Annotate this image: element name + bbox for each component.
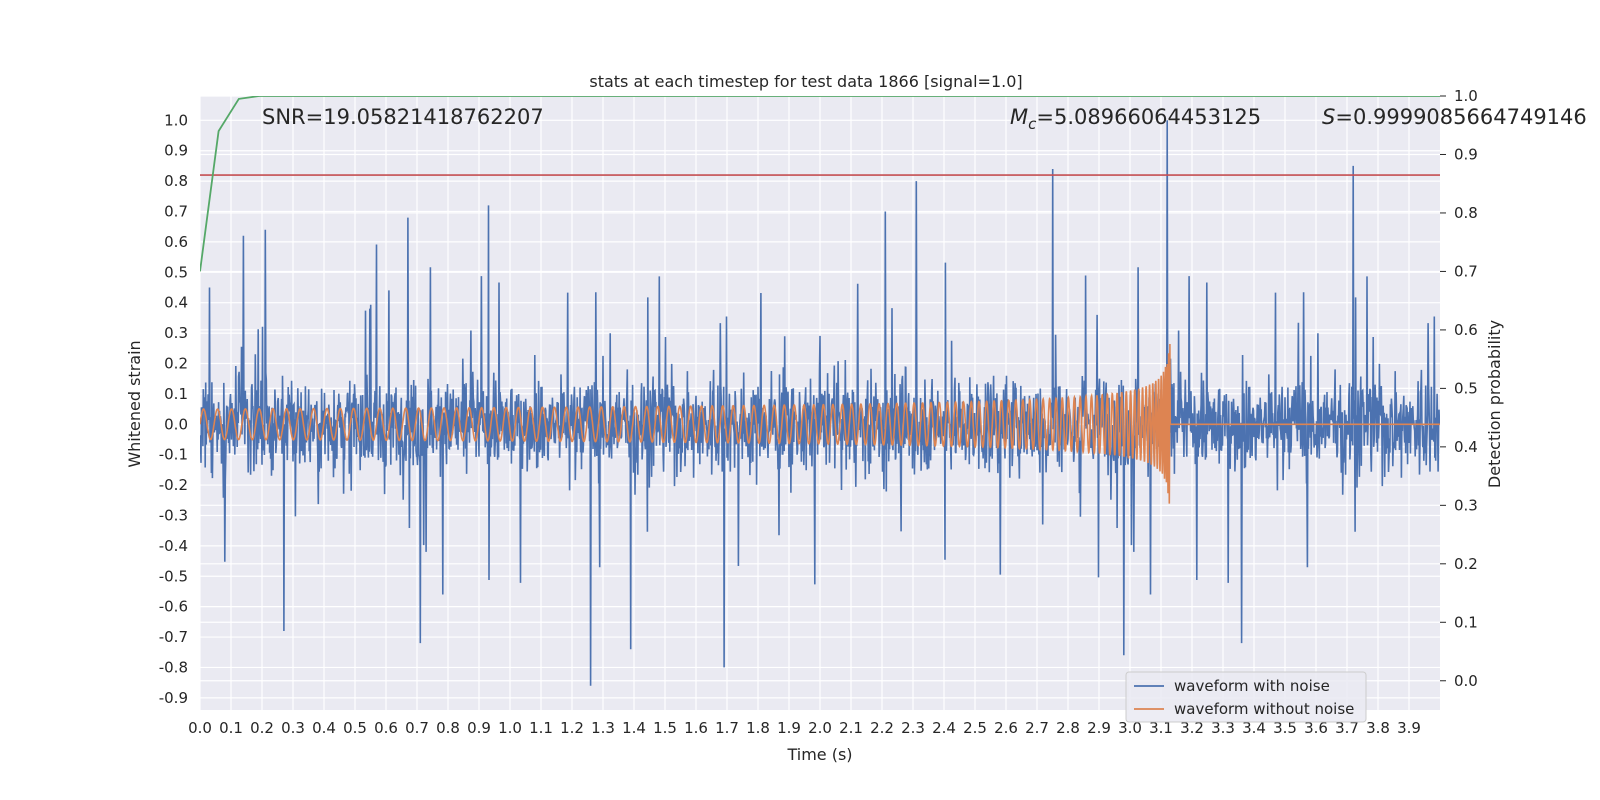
- y2-axis-label: Detection probability: [1485, 320, 1504, 488]
- y-tick-label: -0.3: [159, 506, 188, 524]
- legend-label-noise: waveform with noise: [1174, 677, 1330, 695]
- y-tick-label: 0.3: [164, 324, 188, 342]
- legend-box: [1125, 671, 1367, 723]
- x-axis-ticks: 0.0 0.1 0.2 0.3 0.4 0.5 0.6 0.7 0.8 0.9 1.0 1.1 1.2 1…: [188, 719, 1421, 737]
- y-tick-label: 0.9: [164, 142, 188, 160]
- y-tick-label: 1.0: [164, 111, 188, 129]
- legend: waveform with noise waveform without noi…: [1125, 671, 1367, 723]
- x-tick-label: 0.0: [188, 719, 212, 737]
- y2-tick-label: 0.3: [1454, 496, 1478, 514]
- score-annotation: S=0.9999085664749146: [1322, 105, 1587, 129]
- x-axis-label: Time (s): [786, 745, 852, 764]
- x-tick-label: 0.5: [343, 719, 367, 737]
- y-tick-label: -0.5: [159, 567, 188, 585]
- y-tick-label: -0.2: [159, 476, 188, 494]
- x-tick-label: 2.6: [994, 719, 1018, 737]
- waveform-without-noise-line: [200, 343, 1440, 504]
- x-tick-label: 0.7: [405, 719, 429, 737]
- x-tick-label: 3.9: [1397, 719, 1421, 737]
- y-axis-label: Whitened strain: [125, 340, 144, 467]
- y-tick-label: -0.8: [159, 658, 188, 676]
- x-tick-label: 0.1: [219, 719, 243, 737]
- x-tick-label: 2.0: [808, 719, 832, 737]
- y2-tick-label: 0.6: [1454, 321, 1478, 339]
- x-tick-label: 2.7: [1025, 719, 1049, 737]
- y2-tick-label: 0.7: [1454, 262, 1478, 280]
- y2-tick-label: 1.0: [1454, 87, 1478, 105]
- y-tick-label: 0.1: [164, 385, 188, 403]
- x-tick-label: 0.3: [281, 719, 305, 737]
- x-tick-label: 0.9: [467, 719, 491, 737]
- x-tick-label: 1.3: [591, 719, 615, 737]
- chirp-mass-annotation: Mc=5.08966064453125: [1010, 105, 1261, 133]
- y2-tick-label: 0.0: [1454, 672, 1478, 690]
- y-tick-label: 0.4: [164, 294, 188, 312]
- x-tick-label: 2.1: [839, 719, 863, 737]
- y-tick-label: -0.9: [159, 689, 188, 707]
- y2-axis-ticks: 1.0 0.9 0.8 0.7 0.6 0.5 0.4 0.3 0.2 0.1 0.0: [1440, 87, 1478, 690]
- x-tick-label: 1.8: [746, 719, 770, 737]
- legend-label-clean: waveform without noise: [1174, 700, 1354, 718]
- y2-tick-label: 0.2: [1454, 555, 1478, 573]
- x-tick-label: 3.6: [1304, 719, 1328, 737]
- y-axis-ticks: 1.0 0.9 0.8 0.7 0.6 0.5 0.4 0.3 0.2 0.1 0.0 -0.1 -0.…: [159, 111, 188, 707]
- snr-annotation: SNR=19.05821418762207: [262, 105, 544, 129]
- x-tick-label: 2.2: [870, 719, 894, 737]
- annotations: SNR=19.05821418762207 Mc=5.0896606445312…: [262, 105, 1587, 133]
- x-tick-label: 1.9: [777, 719, 801, 737]
- x-tick-label: 0.8: [436, 719, 460, 737]
- y2-tick-label: 0.1: [1454, 613, 1478, 631]
- x-tick-label: 1.7: [715, 719, 739, 737]
- y-tick-label: 0.2: [164, 354, 188, 372]
- x-tick-label: 1.1: [529, 719, 553, 737]
- x-tick-label: 0.4: [312, 719, 336, 737]
- y-tick-label: 0.0: [164, 415, 188, 433]
- y2-tick-label: 0.8: [1454, 204, 1478, 222]
- x-tick-label: 1.2: [560, 719, 584, 737]
- y-tick-label: 0.6: [164, 233, 188, 251]
- x-tick-label: 3.4: [1242, 719, 1266, 737]
- x-tick-label: 0.6: [374, 719, 398, 737]
- y-tick-label: -0.1: [159, 446, 188, 464]
- y-tick-label: -0.6: [159, 598, 188, 616]
- x-tick-label: 0.2: [250, 719, 274, 737]
- x-tick-label: 2.8: [1056, 719, 1080, 737]
- y-tick-label: 0.8: [164, 172, 188, 190]
- x-tick-label: 3.7: [1335, 719, 1359, 737]
- waveform-with-noise-line: [200, 120, 1440, 686]
- y-tick-label: 0.7: [164, 203, 188, 221]
- x-tick-label: 3.2: [1180, 719, 1204, 737]
- x-tick-label: 2.9: [1087, 719, 1111, 737]
- x-tick-label: 3.8: [1366, 719, 1390, 737]
- y2-tick-label: 0.9: [1454, 145, 1478, 163]
- y2-tick-label: 0.4: [1454, 438, 1478, 456]
- x-tick-label: 1.6: [684, 719, 708, 737]
- y-tick-label: 0.5: [164, 263, 188, 281]
- x-tick-label: 3.3: [1211, 719, 1235, 737]
- y-tick-label: -0.7: [159, 628, 188, 646]
- chart-title: stats at each timestep for test data 186…: [589, 72, 1022, 91]
- x-tick-label: 1.0: [498, 719, 522, 737]
- x-tick-label: 2.5: [963, 719, 987, 737]
- x-tick-label: 2.3: [901, 719, 925, 737]
- x-tick-label: 1.4: [622, 719, 646, 737]
- x-tick-label: 3.0: [1118, 719, 1142, 737]
- y-tick-label: -0.4: [159, 537, 188, 555]
- x-tick-label: 3.5: [1273, 719, 1297, 737]
- x-tick-label: 3.1: [1149, 719, 1173, 737]
- x-tick-label: 1.5: [653, 719, 677, 737]
- x-tick-label: 2.4: [932, 719, 956, 737]
- detection-probability-line: [200, 96, 1440, 272]
- y2-tick-label: 0.5: [1454, 379, 1478, 397]
